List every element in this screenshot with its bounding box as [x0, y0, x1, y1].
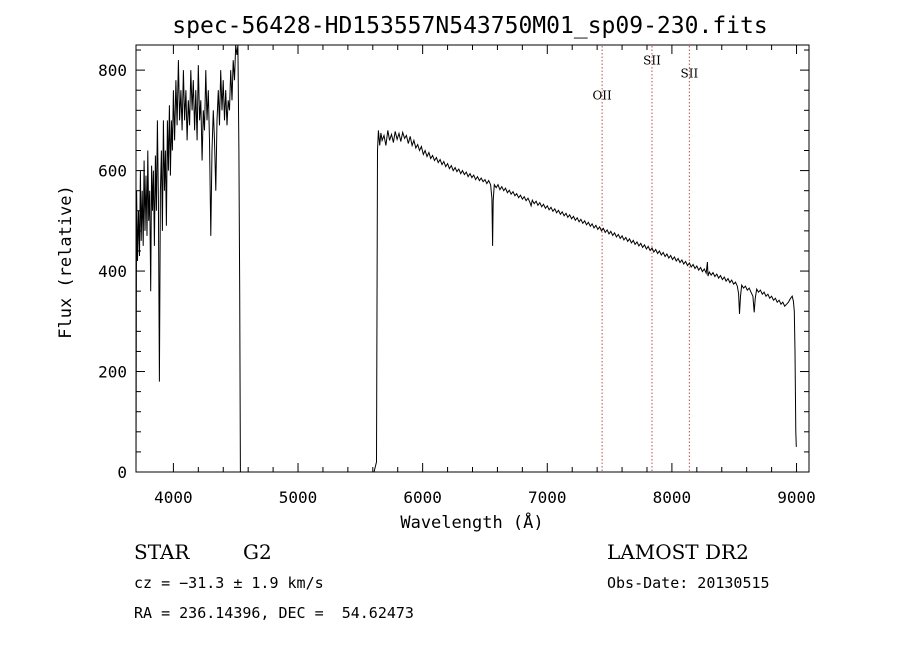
- coordinates-label: RA = 236.14396, DEC = 54.62473: [134, 604, 414, 622]
- redshift-label: cz = −31.3 ± 1.9 km/s: [134, 574, 324, 592]
- emission-marker-label: SII: [681, 67, 699, 81]
- x-tick-label: 7000: [528, 488, 567, 507]
- y-tick-label: 0: [117, 463, 127, 482]
- plot-frame: [135, 44, 810, 473]
- x-tick-label: 5000: [279, 488, 318, 507]
- axis-ticks: [136, 45, 809, 473]
- subclass-label: G2: [243, 540, 272, 564]
- y-tick-label: 200: [98, 363, 127, 382]
- spectrum-series-line: [135, 44, 797, 473]
- y-tick-label: 600: [98, 162, 127, 181]
- object-type-label: STAR: [134, 540, 190, 564]
- emission-line-markers: OII SII SII: [592, 46, 698, 471]
- emission-marker-label: OII: [592, 88, 612, 102]
- x-tick-label: 6000: [403, 488, 442, 507]
- x-tick-label: 4000: [154, 488, 193, 507]
- survey-label: LAMOST DR2: [607, 540, 749, 564]
- x-tick-label: 9000: [777, 488, 816, 507]
- y-tick-label: 400: [98, 262, 127, 281]
- chart-title: spec-56428-HD153557N543750M01_sp09-230.f…: [172, 13, 767, 39]
- y-axis-label: Flux (relative): [56, 185, 76, 339]
- x-axis-label: Wavelength (Å): [400, 511, 543, 533]
- emission-marker-label: SII: [643, 54, 661, 68]
- obs-date-label: Obs-Date: 20130515: [607, 574, 770, 592]
- y-tick-label: 800: [98, 61, 127, 80]
- x-tick-label: 8000: [653, 488, 692, 507]
- tick-labels: 4000 5000 6000 7000 8000 9000 0 200 400 600 800: [98, 61, 816, 507]
